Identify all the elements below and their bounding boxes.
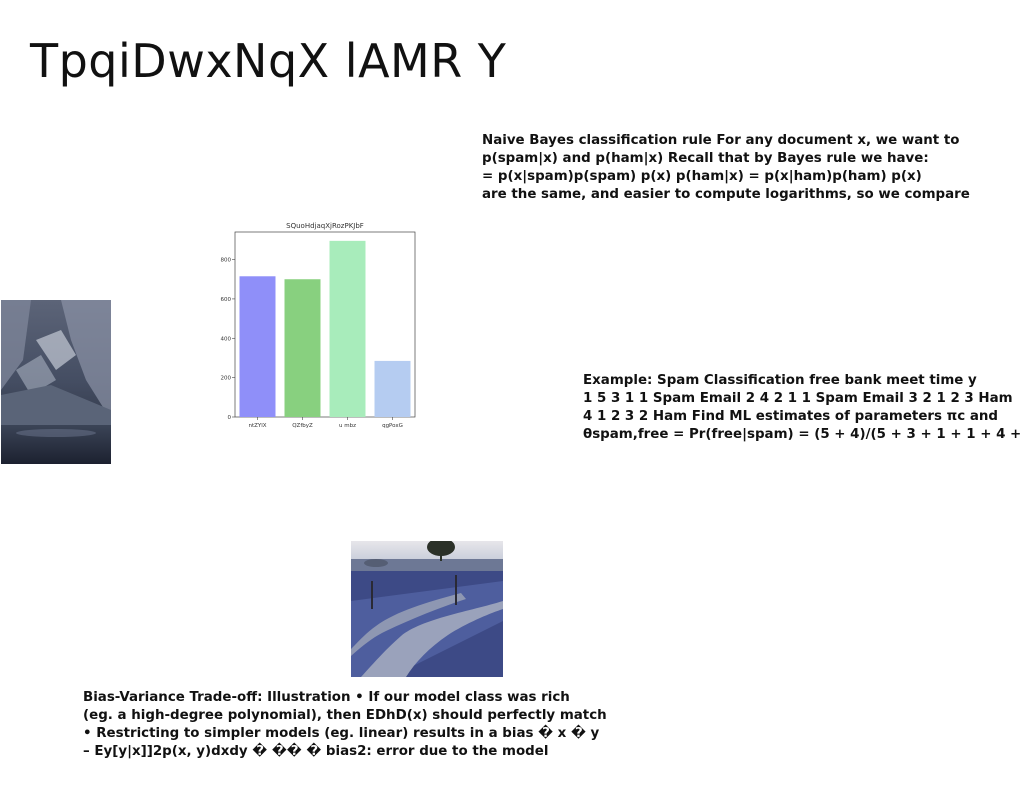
slide-title: TpqiDwxNqX lAMR Y: [30, 34, 507, 88]
x-tick-label: QZfbyZ: [292, 423, 313, 429]
text-line: Example: Spam Classification free bank m…: [583, 373, 977, 388]
text-line: p(spam|x) and p(ham|x) Recall that by Ba…: [482, 151, 929, 166]
x-axis-ticks: ntZYlX QZfbyZ u mbz qgPoxG: [248, 417, 403, 429]
bars-group: [239, 240, 411, 417]
y-tick-label: 0: [228, 415, 232, 421]
y-tick-label: 200: [221, 376, 232, 382]
bar-chart: SQuoHdjaqXjRozPKJbF 0 200 400 600 800 ntZYlX…: [210, 218, 420, 436]
bar-2: [329, 240, 366, 417]
y-tick-label: 600: [221, 297, 232, 303]
plot-frame: [234, 231, 416, 418]
text-line: are the same, and easier to compute loga…: [482, 187, 970, 202]
mountain-lake-photo: [1, 300, 111, 464]
text-line: 4 1 2 3 2 Ham Find ML estimates of param…: [583, 409, 998, 424]
bar-3: [374, 360, 411, 417]
bar-1: [284, 279, 321, 417]
y-axis-ticks: 0 200 400 600 800: [221, 258, 235, 421]
naive-bayes-text: Naive Bayes classification rule For any …: [482, 132, 970, 204]
text-line: = p(x|spam)p(spam) p(x) p(ham|x) = p(x|h…: [482, 169, 922, 184]
x-tick-label: u mbz: [339, 423, 356, 429]
text-line: θspam,free = Pr(free|spam) = (5 + 4)/(5 …: [583, 427, 1022, 442]
spam-example-text: Example: Spam Classification free bank m…: [583, 372, 1021, 444]
text-line: 1 5 3 1 1 Spam Email 2 4 2 1 1 Spam Emai…: [583, 391, 1013, 406]
y-tick-label: 800: [221, 258, 232, 264]
country-road-photo: [351, 541, 503, 677]
y-tick-label: 400: [221, 336, 232, 342]
x-tick-label: qgPoxG: [382, 423, 403, 429]
bar-chart-svg: SQuoHdjaqXjRozPKJbF 0 200 400 600 800 ntZYlX…: [221, 222, 416, 429]
text-line: Naive Bayes classification rule For any …: [482, 133, 960, 148]
bias-variance-text: Bias-Variance Trade-off: Illustration • …: [83, 689, 607, 761]
chart-title: SQuoHdjaqXjRozPKJbF: [286, 222, 364, 230]
x-tick-label: ntZYlX: [248, 423, 266, 429]
text-line: (eg. a high-degree polynomial), then EDh…: [83, 708, 607, 723]
bar-0: [239, 276, 276, 417]
text-line: • Restricting to simpler models (eg. lin…: [83, 726, 600, 741]
text-line: – Ey[y|x]]2p(x, y)dxdy � �� � bias2: err…: [83, 744, 549, 759]
text-line: Bias-Variance Trade-off: Illustration • …: [83, 690, 570, 705]
